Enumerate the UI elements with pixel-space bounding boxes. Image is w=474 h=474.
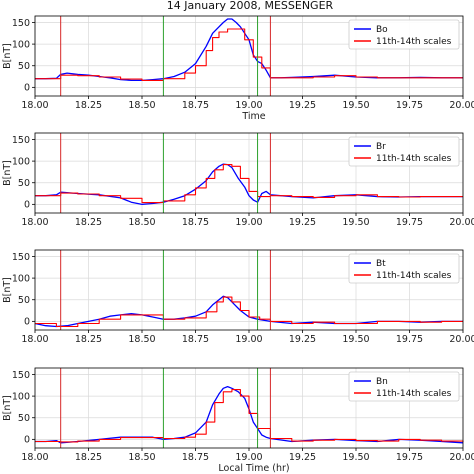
x-tick-label: 19.50: [342, 334, 369, 345]
x-tick-label: 20.00: [449, 452, 474, 463]
y-tick-label: 0: [24, 83, 30, 94]
x-tick-label: 19.75: [396, 217, 423, 228]
legend-entry: Bn: [376, 377, 388, 387]
x-tick-label: 19.25: [289, 452, 316, 463]
x-tick-label: 18.75: [182, 100, 209, 111]
y-tick-label: 0: [24, 200, 30, 211]
legend-entry: 11th-14th scales: [376, 154, 452, 164]
legend: Bo 11th-14th scales: [348, 19, 460, 50]
x-tick-label: 20.00: [449, 100, 474, 111]
x-tick-label: 18.25: [75, 217, 102, 228]
x-tick-label: 18.00: [21, 100, 48, 111]
x-tick-label: 19.00: [235, 100, 262, 111]
legend: Bt 11th-14th scales: [348, 253, 460, 284]
y-tick-label: 50: [18, 413, 30, 424]
x-tick-label: 19.00: [235, 334, 262, 345]
legend: Bn 11th-14th scales: [348, 371, 460, 402]
y-tick-label: 100: [12, 273, 30, 284]
y-axis-label: B[nT]: [2, 43, 13, 69]
y-tick-label: 100: [12, 391, 30, 402]
y-tick-label: 50: [18, 61, 30, 72]
x-axis-label: Time: [241, 111, 265, 122]
legend-entry: Bt: [376, 259, 386, 269]
panel-bt: 18.00 18.25 18.50 18.75 19.00 19.25 19.50 19.75…: [2, 249, 474, 345]
x-tick-label: 19.50: [342, 100, 369, 111]
series-line-bo: [35, 18, 463, 82]
x-tick-label: 19.50: [342, 217, 369, 228]
panel-bo: 18.00 18.25 18.50 18.75 19.00 19.25 19.50 19.75…: [2, 15, 474, 122]
x-tick-label: 20.00: [449, 217, 474, 228]
x-tick-label: 18.50: [128, 452, 155, 463]
panel-bn: 18.00 18.25 18.50 18.75 19.00 19.25 19.50 19.75…: [2, 367, 474, 474]
x-tick-label: 18.25: [75, 452, 102, 463]
x-tick-label: 19.25: [289, 334, 316, 345]
x-tick-label: 20.00: [449, 334, 474, 345]
x-tick-label: 18.00: [21, 334, 48, 345]
x-tick-label: 18.50: [128, 217, 155, 228]
x-tick-label: 19.75: [396, 100, 423, 111]
x-tick-label: 19.75: [396, 452, 423, 463]
y-axis-label: B[nT]: [2, 395, 13, 421]
x-tick-label: 18.75: [182, 217, 209, 228]
y-tick-label: 0: [24, 317, 30, 328]
x-tick-label: 18.00: [21, 452, 48, 463]
x-tick-label: 18.50: [128, 334, 155, 345]
x-tick-label: 18.50: [128, 100, 155, 111]
x-axis-label: Local Time (hr): [218, 463, 289, 474]
panel-br: 18.00 18.25 18.50 18.75 19.00 19.25 19.50 19.75…: [2, 132, 474, 228]
x-tick-label: 19.00: [235, 452, 262, 463]
y-tick-label: 100: [12, 39, 30, 50]
legend-entry: 11th-14th scales: [376, 37, 452, 47]
y-tick-label: 150: [12, 252, 30, 263]
y-tick-label: 100: [12, 156, 30, 167]
y-tick-label: 150: [12, 370, 30, 381]
y-axis-label: B[nT]: [2, 277, 13, 303]
y-tick-label: 150: [12, 135, 30, 146]
y-axis-label: B[nT]: [2, 160, 13, 186]
series-line-scales: [35, 164, 463, 204]
legend-box: [348, 253, 460, 284]
x-tick-label: 18.75: [182, 334, 209, 345]
series-line-scales: [35, 296, 463, 328]
x-tick-label: 18.25: [75, 100, 102, 111]
legend-box: [348, 371, 460, 402]
legend-entry: Bo: [376, 25, 388, 35]
x-tick-label: 19.50: [342, 452, 369, 463]
series-line-scales: [35, 389, 464, 443]
figure-title: 14 January 2008, MESSENGER: [167, 0, 334, 12]
x-tick-label: 18.00: [21, 217, 48, 228]
y-tick-label: 50: [18, 295, 30, 306]
legend-entry: Br: [376, 142, 386, 152]
x-tick-label: 19.00: [235, 217, 262, 228]
legend-box: [348, 19, 460, 50]
x-tick-label: 19.75: [396, 334, 423, 345]
series-line-scales: [35, 28, 463, 81]
y-tick-label: 50: [18, 178, 30, 189]
legend: Br 11th-14th scales: [348, 136, 460, 167]
y-tick-label: 150: [12, 18, 30, 29]
legend-entry: 11th-14th scales: [376, 271, 452, 281]
legend-box: [348, 136, 460, 167]
y-tick-label: 0: [24, 435, 30, 446]
x-tick-label: 19.25: [289, 217, 316, 228]
x-tick-label: 18.25: [75, 334, 102, 345]
x-tick-label: 18.75: [182, 452, 209, 463]
legend-entry: 11th-14th scales: [376, 389, 452, 399]
x-tick-label: 19.25: [289, 100, 316, 111]
